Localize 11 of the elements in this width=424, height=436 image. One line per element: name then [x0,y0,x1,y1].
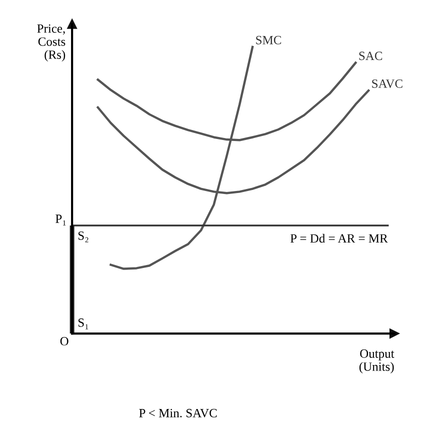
text: P < Min. SAVC [139,408,217,418]
series-label: SAC [359,52,382,60]
text: P₁ [56,214,66,226]
series-label: SAVC [372,79,402,88]
annotation: S₁ [78,318,88,330]
annotation: S₂ [78,231,88,242]
y-axis-title: Price, Costs (Rs) [37,24,66,62]
x-axis-title: Output (Units) [359,349,394,374]
series-label: SMC [256,36,282,44]
text: O [60,337,68,346]
ref-line-label: P = Dd = AR = MR [290,234,388,243]
